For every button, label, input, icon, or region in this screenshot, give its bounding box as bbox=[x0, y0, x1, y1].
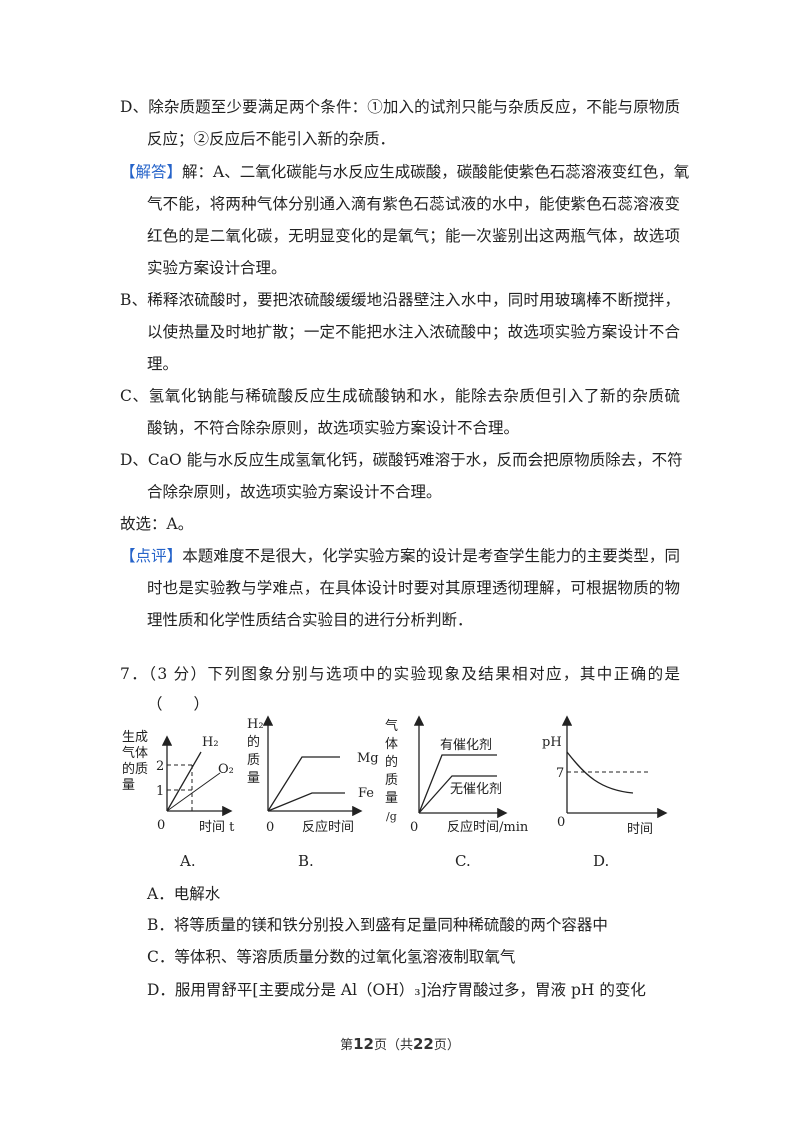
comment-tag: 【点评】 bbox=[120, 547, 183, 565]
figure-c-ylabel: 的 bbox=[385, 754, 398, 770]
figure-c-ylabel: 气 bbox=[385, 718, 398, 734]
option-c: C．等体积、等溶质质量分数的过氧化氢溶液制取氧气 bbox=[147, 948, 516, 966]
text-line: 【点评】本题难度不是很大，化学实验方案的设计是考查学生能力的主要类型，同 bbox=[120, 546, 680, 566]
figure-a-ylabel: 气体 bbox=[122, 745, 148, 761]
figure-a-h2-line bbox=[166, 751, 202, 812]
text-line: C、氢氧化钠能与稀硫酸反应生成硫酸钠和水，能除去杂质但引入了新的杂质硫 bbox=[120, 387, 680, 405]
figure-b-origin: 0 bbox=[266, 820, 274, 835]
figure-b-ylabel: 量 bbox=[247, 771, 260, 786]
text-line: B、稀释浓硫酸时，要把浓硫酸缓缓地沿器壁注入水中，同时用玻璃棒不断搅拌， bbox=[120, 291, 680, 309]
figure-c-ylabel: 量 bbox=[385, 791, 398, 806]
text-line: D、除杂质题至少要满足两个条件：①加入的试剂只能与杂质反应，不能与原物质 bbox=[120, 98, 680, 116]
figure-b-fe-line bbox=[267, 792, 345, 812]
figure-a-tick: 2 bbox=[156, 759, 164, 774]
page-footer: 第12页（共22页） bbox=[0, 1034, 800, 1053]
option-a: A．电解水 bbox=[147, 885, 221, 903]
text-line: 合除杂原则，故选项实验方案设计不合理。 bbox=[147, 483, 442, 501]
text-line: D、CaO 能与水反应生成氢氧化钙，碳酸钙难溶于水，反而会把原物质除去，不符 bbox=[120, 451, 683, 469]
text-line: 以使热量及时地扩散；一定不能把水注入浓硫酸中；故选项实验方案设计不合 bbox=[147, 323, 680, 341]
figure-a-o2-line bbox=[166, 772, 221, 812]
text-line: 理性质和化学性质结合实验目的进行分析判断． bbox=[147, 611, 473, 629]
figure-c-no-catalyst-label: 无催化剂 bbox=[450, 782, 502, 797]
figure-c-caption: C. bbox=[455, 852, 471, 870]
figure-c-origin: 0 bbox=[410, 820, 418, 835]
figure-c-catalyst-label: 有催化剂 bbox=[440, 738, 492, 753]
figure-b-mg-label: Mg bbox=[357, 751, 379, 766]
figure-c-axes bbox=[413, 715, 508, 819]
text-line: 酸钠，不符合除杂原则，故选项实验方案设计不合理。 bbox=[147, 419, 520, 437]
page-number: 12 bbox=[353, 1035, 374, 1053]
figure-b-ylabel: 质 bbox=[247, 753, 260, 768]
figure-a-ylabel: 的质 bbox=[122, 761, 148, 777]
text-line: 气不能，将两种气体分别通入滴有紫色石蕊试液的水中，能使紫色石蕊溶液变 bbox=[147, 195, 680, 213]
answer-tag: 【解答】 bbox=[120, 163, 183, 181]
total-pages: 22 bbox=[413, 1035, 434, 1053]
footer-text: 页） bbox=[433, 1038, 460, 1053]
text-line: 红色的是二氧化碳，无明显变化的是氧气；能一次鉴别出这两瓶气体，故选项 bbox=[147, 227, 680, 245]
figure-a-h2-label: H₂ bbox=[202, 735, 219, 750]
text-line: 时也是实验教与学难点，在具体设计时要对其原理透彻理解，可根据物质的物 bbox=[147, 579, 680, 597]
text-line: 实验方案设计合理。 bbox=[147, 259, 287, 277]
figure-d-origin: 0 bbox=[557, 815, 565, 830]
figure-d-ph-curve bbox=[566, 751, 634, 794]
option-d: D．服用胃舒平[主要成分是 Al（OH）₃]治疗胃酸过多，胃液 pH 的变化 bbox=[147, 981, 646, 999]
text-line: 反应；②反应后不能引入新的杂质． bbox=[147, 130, 396, 148]
figure-a-caption: A. bbox=[179, 852, 196, 870]
text-line: 故选：A。 bbox=[120, 515, 194, 533]
figure-a-ylabel: 生成 bbox=[122, 730, 148, 745]
figure-c-no-catalyst-line bbox=[418, 775, 497, 814]
figures: 生成 气体 的质 量 2 1 0 时间 t H₂ O₂ H₂ 的 质 量 0 反… bbox=[122, 715, 668, 870]
figure-b-xlabel: 反应时间 bbox=[302, 819, 354, 835]
figure-c-ylabel: 体 bbox=[385, 737, 398, 752]
question-stem: 7．（3 分）下列图象分别与选项中的实验现象及结果相对应，其中正确的是 bbox=[120, 665, 680, 683]
figure-c-catalyst-line bbox=[418, 754, 497, 814]
figure-a-o2-label: O₂ bbox=[218, 762, 234, 777]
footer-text: 第 bbox=[340, 1038, 354, 1053]
figure-d-axes bbox=[561, 715, 668, 819]
figure-a-tick: 1 bbox=[156, 784, 164, 799]
text-line: 【解答】解：A、二氧化碳能与水反应生成碳酸，碳酸能使紫色石蕊溶液变红色，氧 bbox=[120, 162, 689, 182]
figure-d-ylabel: pH bbox=[542, 735, 562, 750]
figure-a-guides bbox=[167, 764, 193, 811]
text-span: 本题难度不是很大，化学实验方案的设计是考查学生能力的主要类型，同 bbox=[182, 547, 680, 565]
text-line: 理。 bbox=[147, 355, 179, 373]
option-b: B．将等质量的镁和铁分别投入到盛有足量同种稀硫酸的两个容器中 bbox=[147, 916, 608, 934]
figure-d-xlabel: 时间 bbox=[627, 822, 653, 837]
figure-a-origin: 0 bbox=[157, 818, 165, 833]
figure-d-tick: 7 bbox=[556, 766, 564, 781]
figure-b-fe-label: Fe bbox=[358, 786, 374, 801]
figure-d-caption: D. bbox=[593, 852, 609, 870]
figure-a-axes bbox=[161, 735, 233, 817]
text-span: 解：A、二氧化碳能与水反应生成碳酸，碳酸能使紫色石蕊溶液变红色，氧 bbox=[182, 163, 690, 181]
figure-a-ylabel: 量 bbox=[122, 778, 135, 793]
figure-b-axes bbox=[262, 715, 363, 817]
answer-blank: （ ） bbox=[147, 695, 210, 713]
footer-text: 页（共 bbox=[373, 1038, 413, 1053]
figure-b-ylabel: H₂ bbox=[247, 717, 264, 732]
figure-c-xlabel: 反应时间/min bbox=[447, 819, 529, 835]
figure-c-ylabel: /g bbox=[386, 810, 397, 823]
figure-b-caption: B. bbox=[298, 852, 314, 870]
figure-a-xlabel: 时间 t bbox=[199, 820, 235, 835]
figure-c-ylabel: 质 bbox=[385, 773, 398, 788]
figure-b-mg-line bbox=[267, 756, 340, 812]
figure-b-ylabel: 的 bbox=[247, 734, 260, 750]
